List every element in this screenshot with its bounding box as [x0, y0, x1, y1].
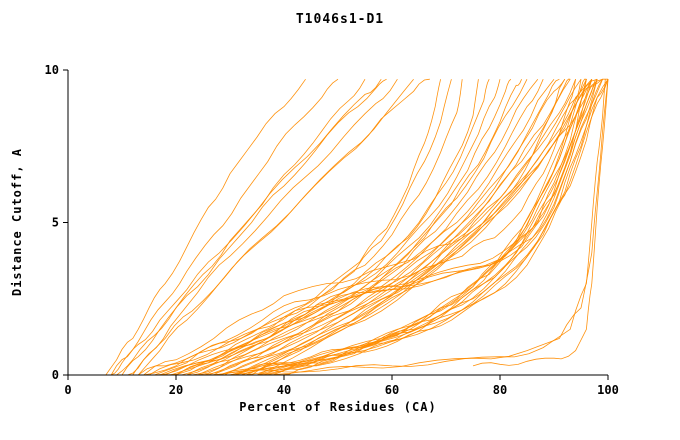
model-curve [175, 79, 522, 376]
model-curve [105, 78, 306, 376]
model-curve [121, 78, 387, 376]
model-curve [197, 79, 593, 376]
y-tick-label: 5 [52, 216, 59, 230]
model-curve [165, 79, 501, 376]
model-curve [186, 78, 539, 376]
model-curve [213, 79, 582, 376]
x-tick-label: 80 [493, 383, 507, 397]
model-curve [192, 79, 544, 376]
model-curve [154, 79, 479, 376]
model-curve [246, 79, 598, 376]
model-curve [116, 78, 366, 376]
model-curve [181, 79, 528, 376]
model-curve [154, 79, 576, 376]
model-curve [132, 78, 398, 376]
x-tick-label: 40 [277, 383, 291, 397]
y-tick-label: 10 [45, 63, 59, 77]
model-curve [240, 78, 593, 376]
model-curve [267, 79, 609, 376]
model-curve [197, 78, 555, 376]
chart-title: T1046s1-D1 [295, 12, 385, 27]
model-curve [110, 78, 339, 376]
model-curve [256, 78, 608, 376]
model-curve [472, 79, 609, 367]
y-tick-label: 0 [52, 368, 59, 382]
model-curve [165, 79, 587, 376]
model-curve [235, 79, 587, 376]
model-curve [256, 78, 603, 376]
model-curve [213, 78, 571, 376]
model-curve [273, 79, 609, 376]
x-tick-label: 60 [385, 383, 399, 397]
model-curve [208, 78, 566, 376]
model-curve [262, 78, 609, 376]
model-curve [246, 78, 598, 376]
x-tick-label: 100 [597, 383, 619, 397]
model-curve [148, 79, 463, 376]
model-curve [256, 79, 609, 376]
model-curve [229, 79, 606, 376]
model-curve [186, 79, 598, 376]
model-curve [143, 78, 566, 376]
model-curve [229, 78, 582, 376]
x-axis-label: Percent of Residues (CA) [239, 400, 437, 414]
model-curve [202, 78, 560, 376]
x-tick-label: 20 [169, 383, 183, 397]
x-tick-label: 0 [64, 383, 71, 397]
model-curve [111, 78, 382, 376]
model-curve [175, 79, 587, 376]
model-curve [137, 78, 430, 376]
model-curve [235, 79, 593, 376]
